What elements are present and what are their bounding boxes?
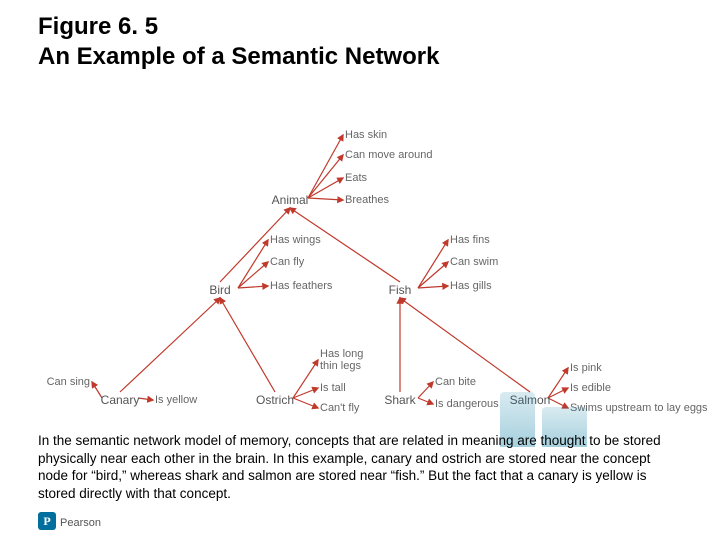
property-label: Has feathers	[270, 280, 332, 292]
pearson-logo-icon: P	[38, 512, 56, 530]
property-label: Has longthin legs	[320, 348, 363, 372]
diagram-edges	[0, 100, 720, 420]
property-label: Can swim	[450, 256, 498, 268]
property-label: Can sing	[47, 376, 90, 388]
property-label: Has fins	[450, 234, 490, 246]
concept-node-ostrich: Ostrich	[256, 393, 294, 407]
property-label: Is edible	[570, 382, 611, 394]
property-label: Has gills	[450, 280, 492, 292]
property-label: Is yellow	[155, 394, 197, 406]
property-label: Breathes	[345, 194, 389, 206]
concept-node-shark: Shark	[384, 393, 415, 407]
concept-node-fish: Fish	[389, 283, 412, 297]
figure-title: Figure 6. 5 An Example of a Semantic Net…	[38, 12, 439, 72]
publisher-label: Pearson	[60, 517, 101, 529]
figure-caption: In the semantic network model of memory,…	[38, 432, 682, 502]
property-label: Is dangerous	[435, 398, 499, 410]
property-label: Can't fly	[320, 402, 359, 414]
property-label: Has skin	[345, 129, 387, 141]
figure-number-text: Figure 6. 5	[38, 13, 158, 40]
property-label: Is pink	[570, 362, 602, 374]
property-label: Has wings	[270, 234, 321, 246]
slide: Figure 6. 5 An Example of a Semantic Net…	[0, 0, 720, 540]
property-label: Can move around	[345, 149, 432, 161]
property-label: Can bite	[435, 376, 476, 388]
concept-node-canary: Canary	[101, 393, 140, 407]
concept-node-bird: Bird	[209, 283, 230, 297]
property-label: Can fly	[270, 256, 304, 268]
concept-node-animal: Animal	[272, 193, 309, 207]
property-label: Swims upstream to lay eggs	[570, 402, 708, 414]
figure-title-text: An Example of a Semantic Network	[38, 43, 439, 70]
semantic-network-diagram: Has skin Can move around Eats Breathes Has w…	[0, 100, 720, 420]
property-label: Eats	[345, 172, 367, 184]
property-label: Is tall	[320, 382, 346, 394]
